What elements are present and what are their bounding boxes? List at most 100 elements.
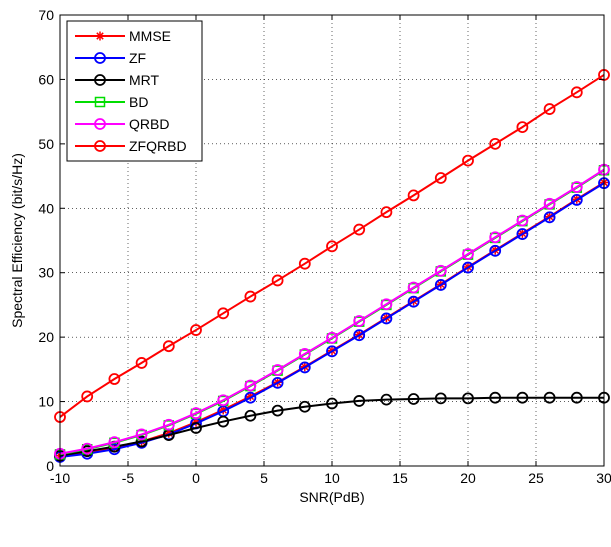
- legend-label: ZFQRBD: [129, 138, 187, 154]
- data-point: [434, 392, 447, 405]
- data-point: [543, 391, 556, 404]
- legend-label: BD: [129, 94, 148, 110]
- data-point: [108, 373, 121, 385]
- axis-ticks: -10 -5 0 5 10 15 20 25 30 0 10 20 30 40 50 60 70: [38, 7, 611, 486]
- data-point: [353, 395, 366, 407]
- data-point: [135, 428, 148, 441]
- data-point: [570, 181, 583, 193]
- data-point: [217, 394, 230, 407]
- series-line: [59, 168, 605, 455]
- data-point: [244, 290, 257, 303]
- data-point: [516, 391, 529, 404]
- data-point: [380, 312, 393, 325]
- data-point: [434, 264, 447, 277]
- data-point: [326, 397, 338, 410]
- data-point: [353, 223, 366, 236]
- data-point: [489, 137, 502, 150]
- data-point: [135, 435, 148, 448]
- data-point: [271, 274, 284, 287]
- data-point: [81, 390, 94, 403]
- data-point: [462, 154, 474, 167]
- data-point: [489, 391, 502, 404]
- data-point: [353, 329, 366, 342]
- data-point: [462, 392, 474, 405]
- legend-entry: MMSE: [75, 28, 171, 44]
- legend-marker: [94, 52, 106, 64]
- data-point: [271, 404, 284, 417]
- data-point: [434, 279, 447, 291]
- legend: MMSE ZF MRT BD QRBD ZFQRBD: [66, 20, 203, 162]
- data-point: [244, 379, 257, 392]
- y-tick-label: 0: [46, 458, 54, 474]
- data-point: [543, 211, 556, 224]
- data-point: [462, 261, 474, 274]
- legend-label: MRT: [129, 72, 160, 88]
- legend-label: QRBD: [129, 116, 169, 132]
- legend-marker: [94, 96, 106, 108]
- x-tick-label: 10: [324, 470, 340, 486]
- data-point: [570, 86, 583, 99]
- x-tick-label: 25: [528, 470, 544, 486]
- data-point: [407, 189, 420, 202]
- data-point: [244, 391, 257, 404]
- series-line: [59, 74, 605, 418]
- x-tick-label: 5: [260, 470, 268, 486]
- legend-marker: [95, 31, 105, 41]
- data-point: [190, 324, 202, 336]
- data-point: [217, 307, 230, 320]
- series-layer: [54, 69, 610, 463]
- data-point: [434, 172, 447, 184]
- data-point: [516, 121, 529, 134]
- data-point: [298, 257, 311, 270]
- x-tick-label: 30: [596, 470, 611, 486]
- x-tick-label: 20: [460, 470, 476, 486]
- data-point: [380, 393, 393, 406]
- data-point: [162, 418, 175, 431]
- data-point: [190, 422, 202, 434]
- data-point: [407, 295, 420, 308]
- series-zfqrbd: [54, 69, 610, 423]
- data-point: [135, 357, 148, 369]
- data-point: [489, 231, 502, 244]
- data-point: [407, 281, 420, 294]
- x-tick-label: 15: [392, 470, 408, 486]
- data-point: [326, 240, 338, 253]
- y-tick-label: 70: [38, 7, 54, 23]
- data-point: [543, 103, 556, 115]
- data-point: [108, 436, 121, 449]
- data-point: [162, 340, 175, 353]
- series-qrbd: [54, 163, 610, 460]
- data-point: [489, 244, 502, 257]
- data-point: [516, 214, 529, 227]
- y-tick-label: 60: [38, 71, 54, 87]
- legend-entry: ZFQRBD: [75, 138, 187, 154]
- legend-label: MMSE: [129, 28, 171, 44]
- x-tick-label: 0: [192, 470, 200, 486]
- x-tick-label: -10: [50, 470, 70, 486]
- data-point: [543, 197, 556, 210]
- data-point: [298, 361, 311, 374]
- legend-label: ZF: [129, 50, 146, 66]
- data-point: [244, 409, 257, 422]
- data-point: [407, 393, 420, 405]
- legend-marker: [94, 118, 106, 130]
- legend-entry: MRT: [75, 72, 160, 88]
- data-point: [190, 407, 202, 420]
- y-tick-label: 10: [38, 394, 54, 410]
- legend-entry: QRBD: [75, 116, 169, 132]
- legend-marker: [94, 140, 106, 152]
- legend-entry: BD: [75, 94, 148, 110]
- legend-marker: [94, 74, 106, 86]
- data-point: [380, 298, 393, 311]
- data-point: [271, 376, 284, 389]
- y-tick-label: 40: [38, 200, 54, 216]
- data-point: [380, 206, 393, 219]
- data-point: [326, 331, 338, 344]
- data-point: [81, 442, 94, 455]
- x-tick-label: -5: [122, 470, 135, 486]
- data-point: [516, 228, 529, 240]
- data-point: [326, 345, 338, 358]
- series-line: [59, 396, 604, 457]
- marker-stroke: [96, 32, 104, 40]
